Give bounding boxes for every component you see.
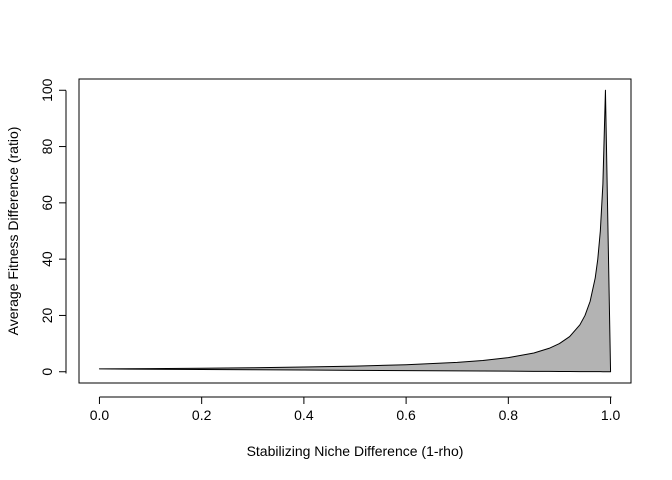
x-tick-label: 1.0 <box>601 407 621 423</box>
y-tick-label: 100 <box>39 78 55 102</box>
y-tick-label: 80 <box>39 139 55 155</box>
y-tick-label: 20 <box>39 307 55 323</box>
y-tick-label: 60 <box>39 195 55 211</box>
y-axis-label: Average Fitness Difference (ratio) <box>5 127 21 336</box>
fitness-area <box>98 89 612 373</box>
x-axis-label: Stabilizing Niche Difference (1-rho) <box>247 443 464 459</box>
x-tick-label: 0.4 <box>294 407 314 423</box>
plot-box <box>78 78 632 384</box>
y-axis-ticks: 0 20 40 60 80 100 <box>39 78 66 376</box>
x-axis-ticks: 0.0 0.2 0.4 0.6 0.8 1.0 <box>90 397 621 423</box>
y-tick-label: 0 <box>39 368 55 376</box>
x-tick-label: 0.2 <box>192 407 212 423</box>
y-tick-label: 40 <box>39 251 55 267</box>
area-layer <box>98 89 612 373</box>
x-tick-label: 0.8 <box>499 407 519 423</box>
x-tick-label: 0.0 <box>90 407 110 423</box>
x-tick-label: 0.6 <box>396 407 416 423</box>
